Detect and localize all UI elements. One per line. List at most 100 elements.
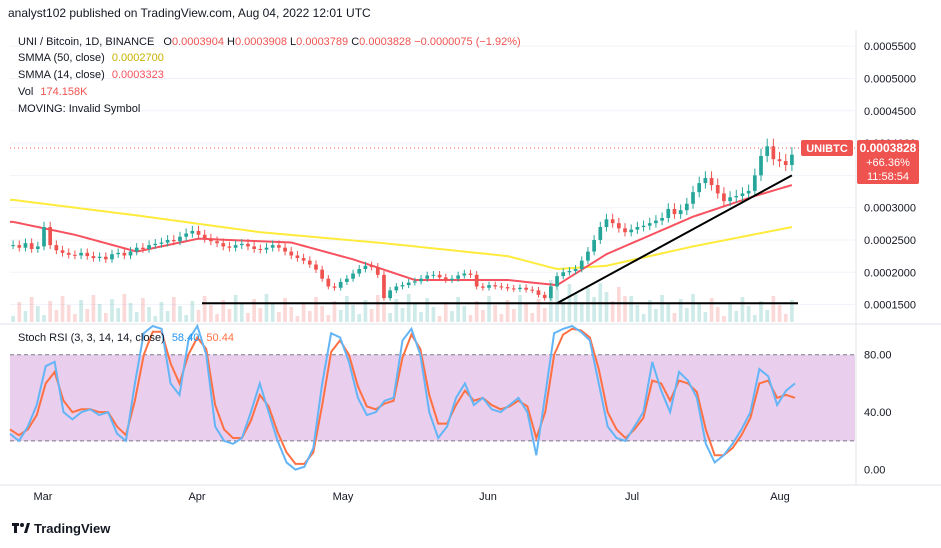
stoch-legend[interactable]: Stoch RSI (3, 3, 14, 14, close) 58.40 50… bbox=[18, 332, 234, 344]
candle-body bbox=[431, 274, 436, 276]
candle-body bbox=[703, 177, 708, 184]
candle-body bbox=[635, 227, 640, 230]
volume-bar bbox=[382, 304, 386, 322]
candle-body bbox=[561, 272, 566, 277]
volume-bar bbox=[178, 306, 182, 322]
candle-body bbox=[153, 243, 158, 246]
volume-bar bbox=[369, 309, 374, 322]
volume-bar bbox=[413, 303, 417, 322]
candle-body bbox=[227, 246, 232, 248]
volume-bar bbox=[616, 287, 621, 322]
stoch-d-line bbox=[9, 327, 796, 465]
candle-body bbox=[425, 275, 430, 279]
candle-body bbox=[641, 225, 646, 228]
close-value: 0.0003828 bbox=[359, 36, 412, 48]
price-tick-label: 0.0004500 bbox=[864, 106, 916, 118]
volume-legend[interactable]: Vol 174.158K bbox=[18, 86, 87, 98]
candle-body bbox=[29, 243, 34, 249]
volume-bar bbox=[320, 306, 324, 322]
candle-body bbox=[178, 236, 182, 242]
candle-body bbox=[511, 288, 516, 290]
volume-bar bbox=[35, 306, 40, 322]
volume-bar bbox=[283, 298, 287, 322]
candle-body bbox=[722, 193, 726, 202]
volume-bar bbox=[586, 288, 590, 322]
footer-brand[interactable]: TradingView bbox=[12, 521, 110, 536]
volume-bar bbox=[641, 314, 646, 322]
volume-bar bbox=[42, 315, 46, 322]
candle-body bbox=[134, 247, 139, 252]
stoch-d-value: 50.44 bbox=[206, 332, 234, 344]
candle-body bbox=[332, 286, 337, 288]
volume-bar bbox=[246, 313, 250, 322]
candle-body bbox=[283, 247, 287, 252]
candle-body bbox=[388, 290, 392, 299]
candle-body bbox=[740, 193, 745, 197]
volume-bar bbox=[91, 295, 96, 322]
volume-bar bbox=[765, 310, 770, 322]
volume-bar bbox=[771, 296, 776, 322]
moving-legend[interactable]: MOVING: Invalid Symbol bbox=[18, 103, 140, 115]
candle-body bbox=[165, 239, 170, 243]
volume-bar bbox=[431, 307, 436, 322]
candle-body bbox=[202, 234, 207, 239]
candle-body bbox=[666, 208, 671, 218]
uptrend-line[interactable] bbox=[556, 174, 793, 305]
candle-body bbox=[487, 285, 491, 288]
candle-body bbox=[456, 275, 460, 279]
volume-bar bbox=[592, 297, 596, 322]
volume-bar bbox=[116, 308, 121, 322]
volume-bar bbox=[635, 305, 640, 322]
smma14-value: 0.0003323 bbox=[111, 69, 164, 81]
candle-body bbox=[400, 285, 405, 287]
moving-label: MOVING: Invalid Symbol bbox=[18, 103, 141, 115]
time-tick-label: May bbox=[333, 491, 354, 503]
candle-body bbox=[252, 246, 257, 249]
candle-body bbox=[233, 245, 238, 248]
candle-body bbox=[555, 276, 559, 287]
price-tag-symbol: UNIBTC bbox=[806, 143, 848, 155]
volume-bar bbox=[110, 299, 114, 322]
time-axis[interactable]: Mar Apr May Jun Jul Aug bbox=[34, 491, 790, 503]
stoch-tick-label: 80.00 bbox=[864, 350, 892, 362]
volume-bar bbox=[530, 313, 535, 322]
price-tag-change: +66.36% bbox=[866, 157, 910, 169]
volume-bar bbox=[307, 311, 312, 322]
volume-bar bbox=[487, 296, 491, 322]
volume-bar bbox=[196, 310, 201, 322]
candle-body bbox=[598, 227, 603, 240]
volume-bar bbox=[29, 297, 34, 322]
candle-body bbox=[141, 247, 145, 249]
candle-body bbox=[363, 265, 368, 270]
candle-body bbox=[314, 264, 318, 270]
volume-bar bbox=[734, 311, 739, 322]
volume-bar bbox=[573, 293, 578, 322]
candle-body bbox=[678, 210, 683, 215]
smma50-legend[interactable]: SMMA (50, close) 0.0002700 bbox=[18, 52, 164, 64]
volume-bar bbox=[400, 308, 405, 322]
volume-bar bbox=[604, 292, 609, 322]
candle-body bbox=[715, 185, 720, 194]
volume-bar bbox=[555, 289, 559, 322]
candle-body bbox=[592, 239, 596, 252]
volume-bar bbox=[524, 304, 528, 322]
volume-bar bbox=[289, 307, 294, 322]
candle-body bbox=[209, 238, 213, 242]
candle-body bbox=[35, 246, 40, 249]
candle-body bbox=[499, 286, 504, 288]
candle-body bbox=[382, 274, 386, 299]
candle-body bbox=[190, 230, 195, 234]
stoch-axis[interactable]: 0.00 40.00 80.00 bbox=[864, 350, 892, 477]
smma-50-line bbox=[10, 198, 793, 271]
volume-bar bbox=[202, 296, 207, 322]
volume-bar bbox=[623, 296, 627, 322]
smma14-legend[interactable]: SMMA (14, close) 0.0003323 bbox=[18, 69, 164, 81]
symbol-title[interactable]: UNI / Bitcoin, 1D, BINANCE bbox=[18, 36, 155, 48]
volume-bar bbox=[345, 296, 349, 322]
volume-bar bbox=[159, 302, 164, 322]
candle-body bbox=[307, 260, 312, 265]
volume-bar bbox=[147, 307, 151, 322]
volume-bar bbox=[314, 297, 318, 322]
volume-bar bbox=[746, 306, 751, 322]
candle-body bbox=[505, 287, 510, 289]
